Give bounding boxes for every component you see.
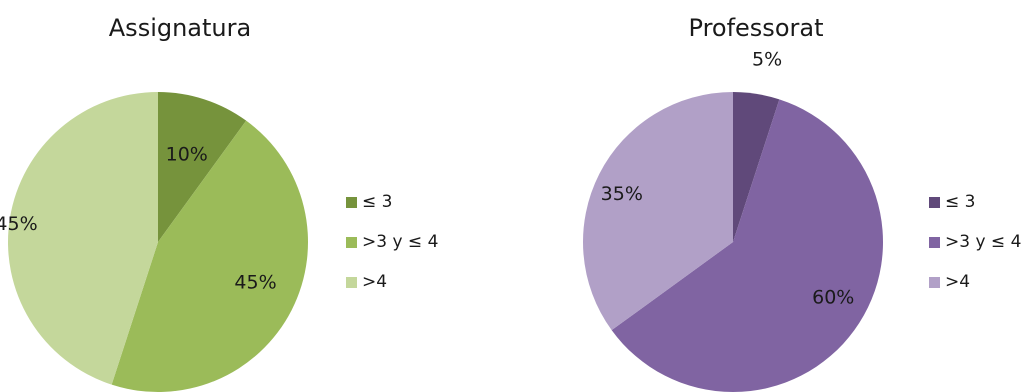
- legend-item: ≤ 3: [929, 192, 1021, 212]
- legend-item: >4: [929, 272, 1021, 292]
- legend-item: >3 y ≤ 4: [346, 232, 438, 252]
- legend-swatch: [929, 196, 940, 208]
- legend-label: >4: [362, 272, 388, 292]
- legend-swatch: [346, 196, 357, 208]
- pie-slice: [158, 92, 247, 242]
- legend-label: >3 y ≤ 4: [362, 232, 439, 252]
- pie-slice: [733, 92, 780, 242]
- legend-label: >4: [945, 272, 971, 292]
- slice-data-label: 35%: [601, 183, 643, 205]
- slice-data-label: 45%: [234, 271, 276, 293]
- legend-item: >3 y ≤ 4: [929, 232, 1021, 252]
- chart-title-assignatura: Assignatura: [108, 14, 252, 42]
- legend-assignatura: ≤ 3 >3 y ≤ 4 >4: [346, 192, 438, 312]
- pie-slice: [583, 92, 733, 331]
- legend-label: ≤ 3: [945, 192, 976, 212]
- pie-chart-assignatura: 10% 45% 45%: [0, 92, 308, 392]
- pie-slice: [111, 120, 308, 392]
- pie-chart-professorat: 5% 60% 35%: [583, 48, 883, 392]
- slice-data-label: 5%: [752, 48, 782, 70]
- legend-item: >4: [346, 272, 438, 292]
- legend-swatch: [346, 276, 357, 288]
- chart-title-professorat: Professorat: [688, 14, 824, 42]
- pie-slice: [611, 99, 883, 392]
- legend-professorat: ≤ 3 >3 y ≤ 4 >4: [929, 192, 1021, 312]
- legend-swatch: [929, 236, 940, 248]
- legend-swatch: [346, 236, 357, 248]
- legend-label: ≤ 3: [362, 192, 393, 212]
- slice-data-label: 60%: [812, 287, 854, 309]
- legend-item: ≤ 3: [346, 192, 438, 212]
- pie-slice: [7, 92, 158, 385]
- slice-data-label: 10%: [166, 144, 208, 166]
- slice-data-label: 45%: [0, 213, 38, 235]
- legend-label: >3 y ≤ 4: [945, 232, 1022, 252]
- legend-swatch: [929, 276, 940, 288]
